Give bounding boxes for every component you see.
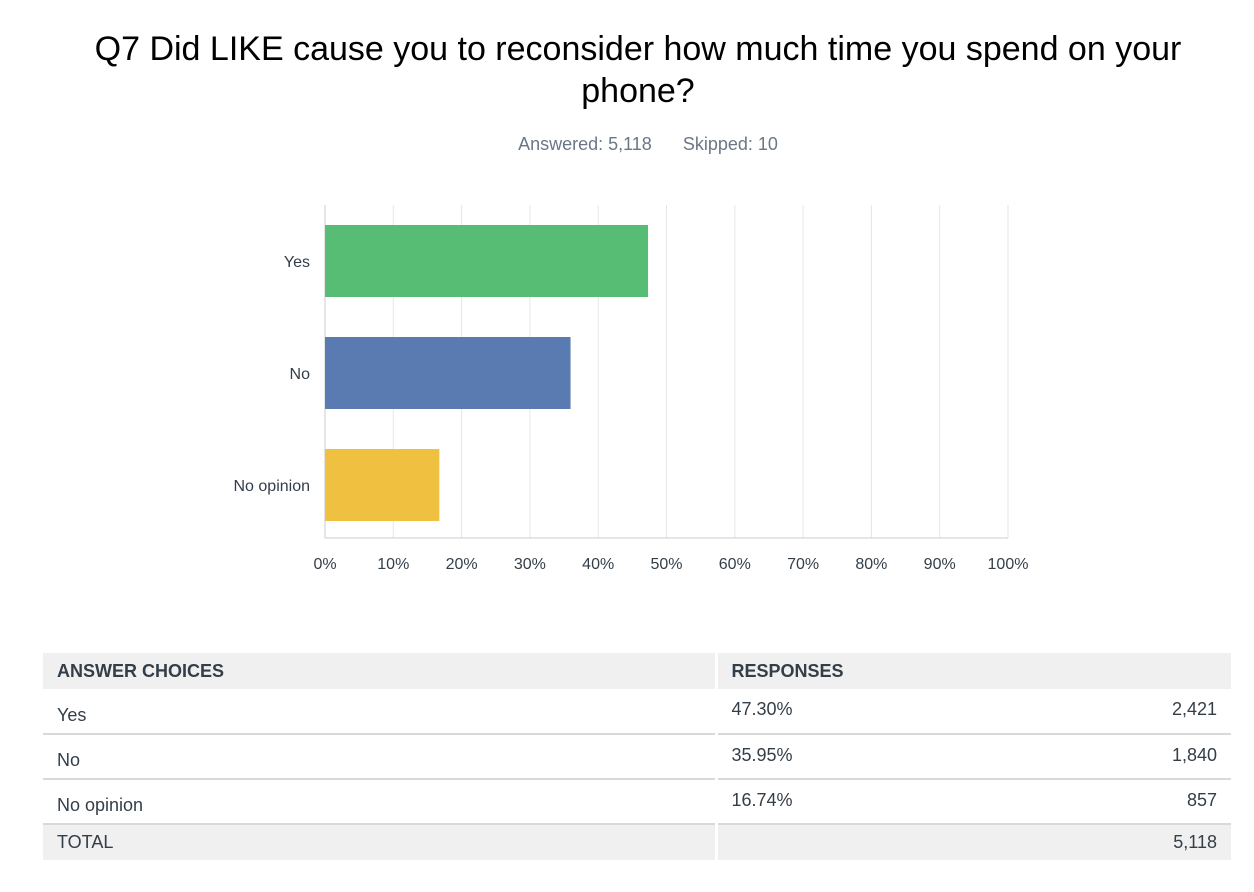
row-choice: No opinion — [43, 779, 716, 825]
table-row: Yes 47.30% 2,421 — [43, 689, 1231, 735]
row-count: 1,840 — [1001, 734, 1231, 780]
bar-chart: 0% 10% 20% 30% 40% 50% 60% 70% 80% 90% 100% Yes No No… — [234, 205, 1029, 573]
category-label: No opinion — [234, 478, 311, 495]
bar-no — [325, 337, 571, 409]
total-row: TOTAL 5,118 — [43, 824, 1231, 860]
bar-yes — [325, 225, 649, 297]
x-tick-label: 80% — [855, 556, 887, 573]
category-label: Yes — [284, 254, 310, 271]
x-tick-label: 100% — [988, 556, 1029, 573]
x-tick-label: 70% — [787, 556, 819, 573]
row-percent: 35.95% — [714, 734, 1002, 780]
x-tick-label: 0% — [313, 556, 336, 573]
row-percent: 47.30% — [714, 689, 1002, 735]
skipped-count: Skipped: 10 — [682, 134, 778, 154]
x-tick-label: 90% — [924, 556, 956, 573]
answered-count: Answered: 5,118 — [518, 134, 652, 154]
x-tick-label: 10% — [377, 556, 409, 573]
x-tick-label: 30% — [514, 556, 546, 573]
total-count: 5,118 — [1001, 824, 1231, 860]
header-responses: RESPONSES — [714, 653, 1231, 689]
row-count: 857 — [1001, 779, 1231, 825]
responses-table: ANSWER CHOICES RESPONSES Yes 47.30% 2,42… — [43, 653, 1231, 860]
row-choice: No — [43, 734, 716, 780]
total-label: TOTAL — [43, 824, 716, 860]
table-header-row: ANSWER CHOICES RESPONSES — [43, 653, 1231, 689]
x-tick-label: 50% — [650, 556, 682, 573]
bar-no-opinion — [325, 449, 440, 521]
x-tick-label: 20% — [446, 556, 478, 573]
row-choice: Yes — [43, 689, 716, 735]
x-tick-label: 60% — [719, 556, 751, 573]
total-percent-empty — [714, 824, 1002, 860]
table-row: No opinion 16.74% 857 — [43, 779, 1231, 825]
table-row: No 35.95% 1,840 — [43, 734, 1231, 780]
response-stats: Answered: 5,118 Skipped: 10 — [0, 134, 1254, 155]
header-answer-choices: ANSWER CHOICES — [43, 653, 716, 689]
row-count: 2,421 — [1001, 689, 1231, 735]
row-percent: 16.74% — [714, 779, 1002, 825]
category-label: No — [290, 366, 311, 383]
x-tick-label: 40% — [582, 556, 614, 573]
question-title: Q7 Did LIKE cause you to reconsider how … — [94, 30, 1182, 110]
